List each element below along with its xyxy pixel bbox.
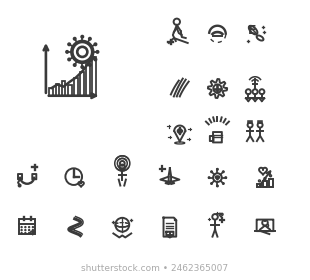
Text: E: E <box>248 24 257 37</box>
Circle shape <box>89 38 91 40</box>
Text: shutterstock.com • 2462365007: shutterstock.com • 2462365007 <box>82 264 228 273</box>
Circle shape <box>21 233 22 234</box>
Circle shape <box>223 183 224 184</box>
Bar <box>269 179 273 187</box>
Bar <box>86 64 90 96</box>
Bar <box>68 85 72 96</box>
Circle shape <box>66 51 69 53</box>
Bar <box>62 81 65 96</box>
Circle shape <box>29 230 30 231</box>
Circle shape <box>217 169 218 170</box>
Circle shape <box>94 58 97 61</box>
Bar <box>49 88 53 96</box>
Bar <box>92 57 96 96</box>
Circle shape <box>217 185 218 187</box>
Circle shape <box>81 66 84 68</box>
Circle shape <box>68 58 70 61</box>
Circle shape <box>89 64 91 66</box>
Bar <box>258 184 261 187</box>
Circle shape <box>208 177 210 178</box>
Circle shape <box>21 227 22 228</box>
Circle shape <box>68 43 70 46</box>
Circle shape <box>25 233 26 234</box>
Circle shape <box>223 171 224 172</box>
Circle shape <box>211 171 212 172</box>
Circle shape <box>25 227 26 228</box>
Bar <box>55 85 59 96</box>
Circle shape <box>94 43 97 46</box>
Bar <box>80 72 84 96</box>
Circle shape <box>73 38 76 40</box>
Bar <box>264 181 268 187</box>
Circle shape <box>29 227 30 228</box>
Circle shape <box>25 230 26 231</box>
Bar <box>74 78 78 96</box>
Circle shape <box>29 233 30 234</box>
Circle shape <box>225 177 227 178</box>
Circle shape <box>73 64 76 66</box>
Circle shape <box>21 230 22 231</box>
Circle shape <box>81 36 84 38</box>
Circle shape <box>211 183 212 184</box>
Circle shape <box>96 51 99 53</box>
